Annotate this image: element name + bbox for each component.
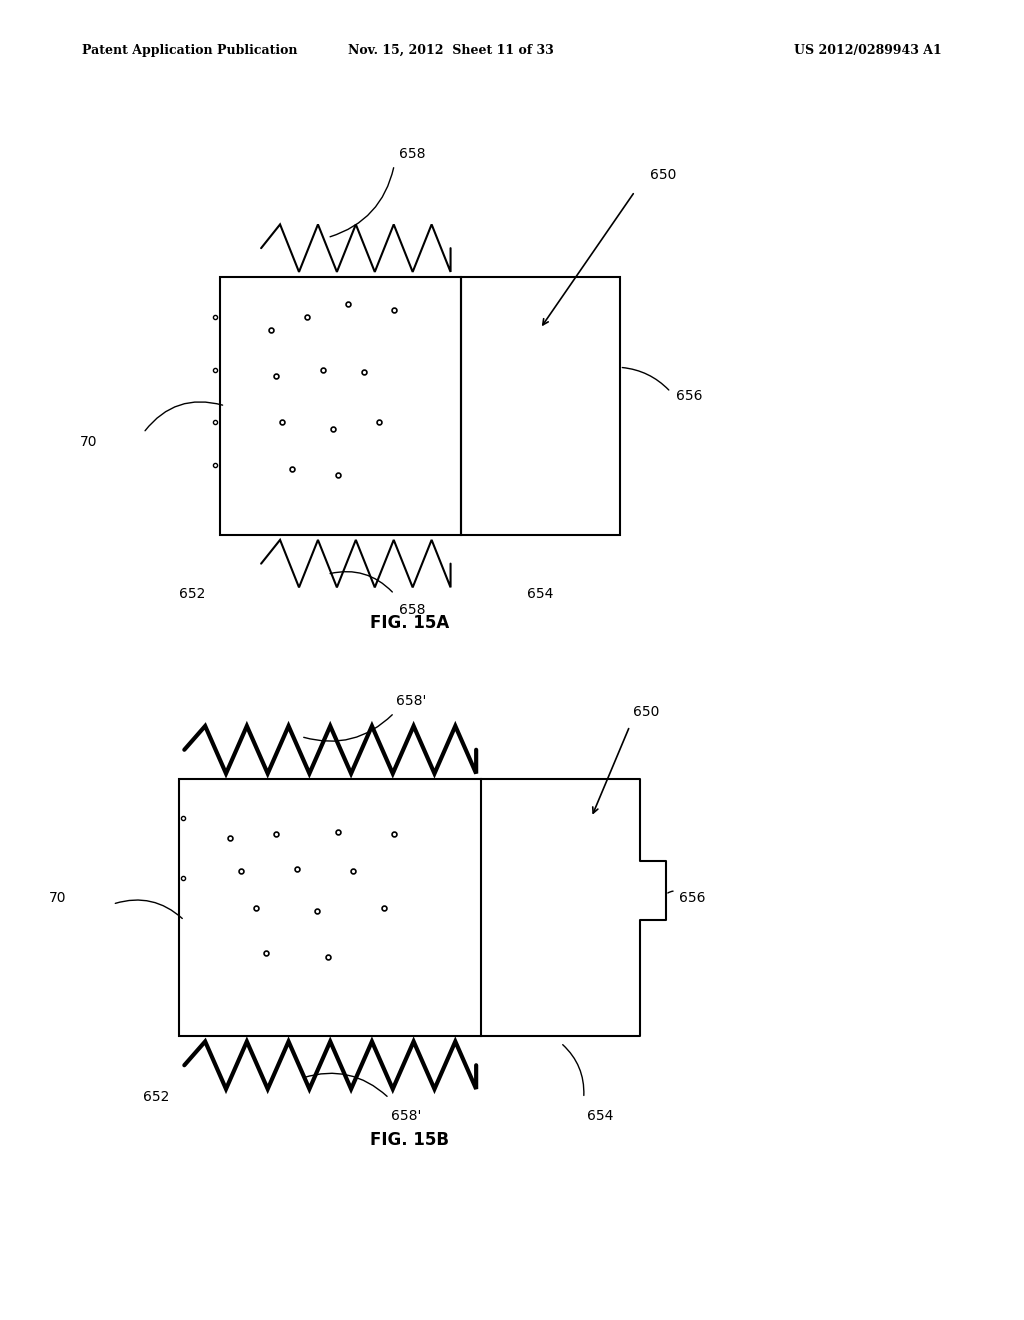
Text: 658: 658 [399, 603, 426, 618]
Text: 650: 650 [633, 705, 659, 719]
Text: FIG. 15B: FIG. 15B [370, 1131, 450, 1150]
Text: 654: 654 [527, 587, 554, 602]
Text: 652: 652 [143, 1090, 170, 1105]
Text: 658': 658' [391, 1109, 422, 1123]
Text: 658: 658 [399, 147, 426, 161]
Text: 70: 70 [80, 436, 97, 449]
Text: US 2012/0289943 A1: US 2012/0289943 A1 [795, 44, 942, 57]
Text: 652: 652 [179, 587, 206, 602]
Text: 654: 654 [587, 1109, 613, 1123]
Text: 650: 650 [650, 168, 677, 182]
Text: FIG. 15A: FIG. 15A [370, 614, 450, 632]
Text: 70: 70 [49, 891, 67, 904]
Bar [220, 277, 461, 535]
Text: 656: 656 [676, 389, 702, 403]
Text: Patent Application Publication: Patent Application Publication [82, 44, 297, 57]
Text: 658': 658' [396, 693, 427, 708]
Bar [179, 779, 481, 1036]
Text: 656: 656 [679, 891, 706, 904]
Bar [461, 277, 620, 535]
Text: Nov. 15, 2012  Sheet 11 of 33: Nov. 15, 2012 Sheet 11 of 33 [348, 44, 553, 57]
